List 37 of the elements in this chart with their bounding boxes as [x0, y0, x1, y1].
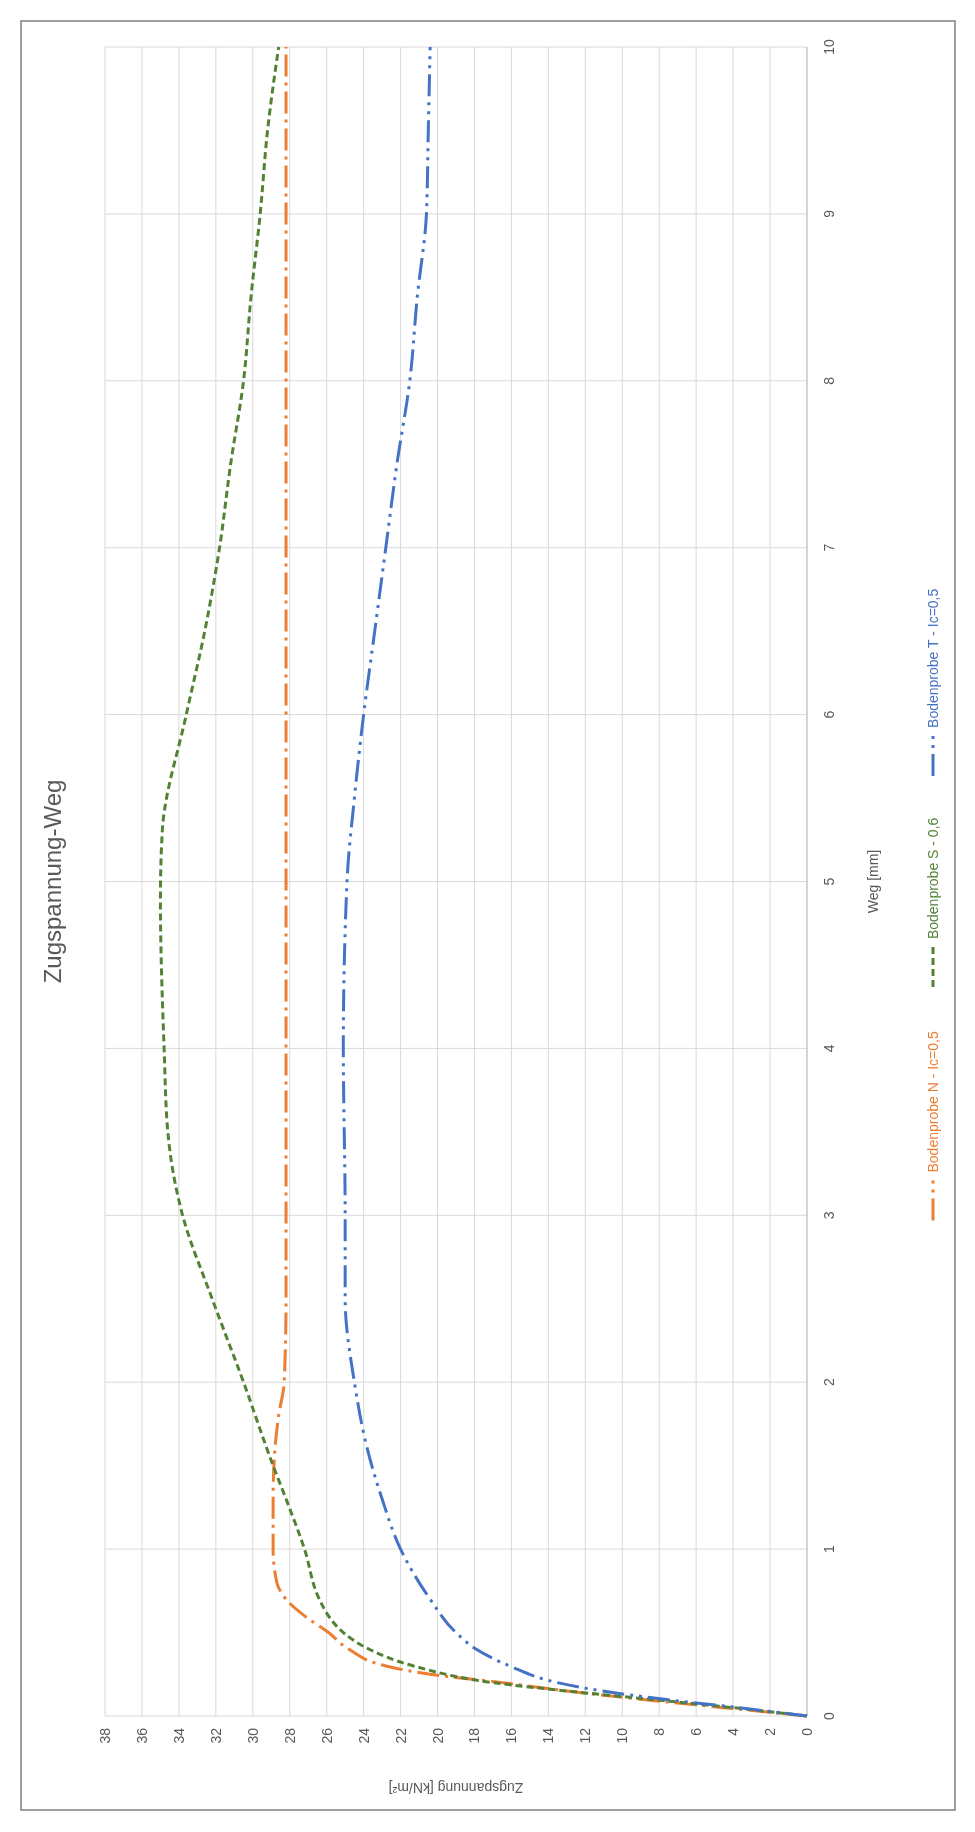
x-tick-label: 10 [614, 1727, 631, 1744]
x-tick-label: 28 [281, 1727, 298, 1744]
x-tick-label: 2 [762, 1727, 779, 1736]
x-tick-label: 4 [725, 1727, 742, 1736]
y-tick-label: 7 [821, 543, 837, 552]
x-tick-label: 38 [97, 1727, 113, 1744]
y-tick-label: 5 [821, 877, 837, 886]
text: Zugspannung-Weg [38, 779, 66, 984]
y-tick-label: 10 [821, 39, 837, 55]
x-tick-label: 14 [540, 1727, 557, 1744]
text: Bodenprobe S - 0,6 [925, 817, 941, 940]
text: Bodenprobe T - Ic=0,5 [925, 588, 941, 728]
y-axis-title: Weg [mm] [865, 849, 881, 914]
x-axis-title: Zugspannung [kN/m²] [388, 1780, 524, 1796]
y-tick-label: 6 [821, 710, 837, 719]
x-tick-label: 18 [466, 1727, 483, 1744]
x-tick-label: 34 [170, 1727, 187, 1744]
x-tick-label: 22 [392, 1727, 409, 1744]
y-tick-label: 1 [821, 1545, 837, 1553]
y-tick-label: 2 [821, 1378, 837, 1387]
text: Bodenprobe N - Ic=0,5 [925, 1031, 941, 1173]
y-tick-label: 4 [821, 1044, 837, 1053]
x-tick-label: 36 [133, 1727, 150, 1744]
x-tick-label: 32 [207, 1727, 224, 1744]
x-tick-label: 16 [503, 1727, 520, 1744]
x-tick-label: 12 [577, 1727, 594, 1744]
y-tick-label: 3 [821, 1211, 837, 1220]
y-tick-label: 9 [821, 209, 837, 218]
x-tick-label: 26 [318, 1727, 335, 1744]
x-tick-label: 8 [651, 1727, 668, 1736]
x-tick-label: 0 [799, 1727, 815, 1736]
x-tick-label: 24 [355, 1727, 372, 1744]
x-tick-label: 6 [688, 1727, 705, 1736]
x-tick-label: 30 [244, 1727, 261, 1744]
y-tick-label: 0 [821, 1711, 837, 1720]
y-tick-label: 8 [821, 376, 837, 385]
x-tick-label: 20 [429, 1727, 446, 1744]
